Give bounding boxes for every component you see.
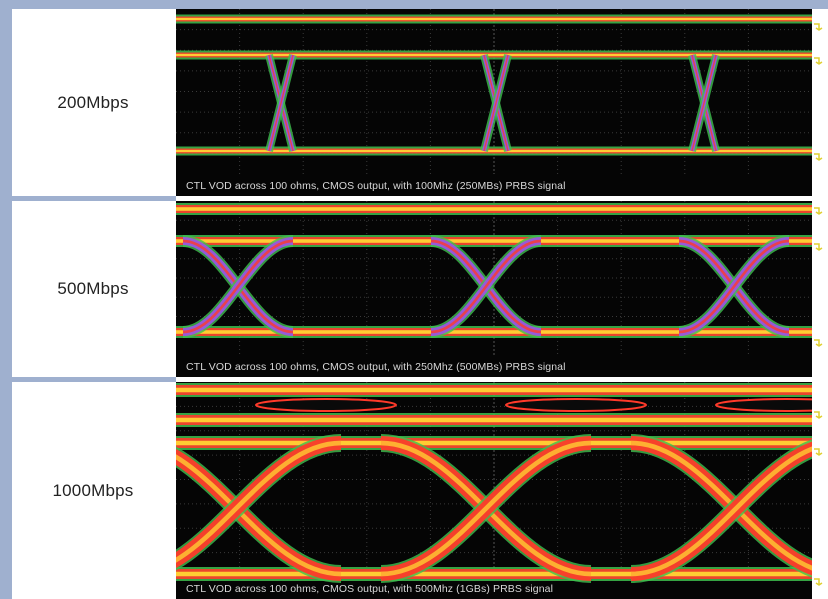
row-label-cell: 200Mbps bbox=[12, 9, 174, 196]
panel-caption: CTL VOD across 100 ohms, CMOS output, wi… bbox=[186, 180, 566, 192]
eye-diagram-panel-1000mbps: CTL VOD across 100 ohms, CMOS output, wi… bbox=[176, 382, 812, 599]
trigger-marker-icon bbox=[813, 577, 825, 587]
trigger-marker-icon bbox=[813, 410, 825, 420]
eye-diagram-trace bbox=[176, 9, 812, 174]
data-rate-label: 200Mbps bbox=[57, 92, 129, 112]
eye-diagram-trace bbox=[176, 201, 812, 355]
panel-caption: CTL VOD across 100 ohms, CMOS output, wi… bbox=[186, 361, 566, 373]
trigger-marker-icon bbox=[813, 242, 825, 252]
trigger-marker-icon bbox=[813, 338, 825, 348]
eye-diagram-panel-500mbps: CTL VOD across 100 ohms, CMOS output, wi… bbox=[176, 201, 812, 377]
top-frame-bar bbox=[0, 0, 828, 9]
left-frame-rail bbox=[0, 0, 12, 599]
trigger-marker-icon bbox=[813, 152, 825, 162]
trigger-marker-icon bbox=[813, 22, 825, 32]
trigger-marker-icon bbox=[813, 447, 825, 457]
row-separator bbox=[0, 377, 176, 382]
row-label-cell: 1000Mbps bbox=[12, 382, 174, 599]
row-label-cell: 500Mbps bbox=[12, 201, 174, 377]
data-rate-label: 1000Mbps bbox=[52, 480, 134, 500]
right-margin bbox=[812, 9, 828, 599]
eye-diagram-panel-200mbps: CTL VOD across 100 ohms, CMOS output, wi… bbox=[176, 9, 812, 196]
data-rate-label: 500Mbps bbox=[57, 279, 129, 298]
row-separator bbox=[0, 196, 176, 201]
trigger-marker-icon bbox=[813, 206, 825, 216]
trigger-marker-icon bbox=[813, 56, 825, 66]
eye-diagram-trace bbox=[176, 382, 812, 583]
panel-caption: CTL VOD across 100 ohms, CMOS output, wi… bbox=[186, 583, 554, 595]
